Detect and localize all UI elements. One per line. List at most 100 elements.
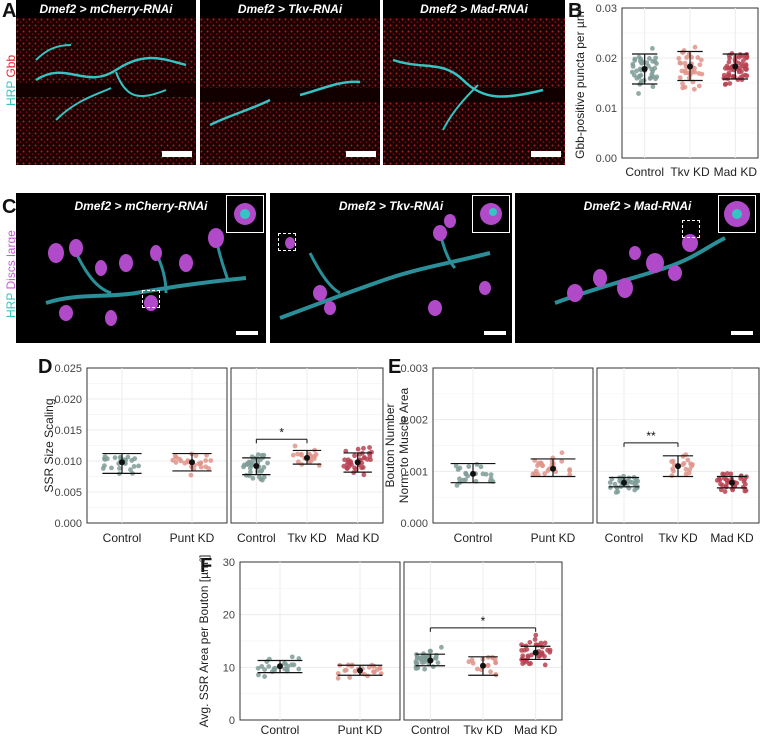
data-point [493, 660, 499, 666]
data-point [368, 457, 373, 463]
y-tick-label: 0.01 [596, 103, 617, 115]
y-tick-label: 0.005 [54, 487, 82, 499]
inset-c3 [718, 195, 756, 233]
data-point [743, 63, 749, 68]
y-tick-label: 0.02 [596, 53, 617, 65]
chart-b: Gbb-positive puncta per µm² 0.00 0.01 0.02 0… [573, 3, 759, 179]
micro-title-c3: Dmef2 > Mad-RNAi [583, 199, 692, 213]
data-point [430, 664, 436, 670]
micro-texture-c1 [45, 228, 247, 326]
data-point [457, 476, 462, 482]
mean-point [550, 465, 556, 472]
micro-image-a1: Dmef2 > mCherry-RNAi [16, 0, 196, 165]
data-point [355, 446, 361, 452]
x-category-label: Punt KD [338, 723, 383, 737]
data-point [744, 55, 749, 61]
data-point [632, 57, 638, 63]
data-point [203, 464, 209, 470]
roi-box-c3 [682, 220, 700, 238]
data-point [282, 666, 288, 672]
data-point [669, 473, 675, 479]
data-point [718, 487, 724, 493]
data-point [335, 675, 341, 681]
data-point [726, 59, 732, 65]
data-point [615, 489, 621, 495]
data-point [243, 472, 249, 478]
data-point [244, 461, 250, 467]
x-category-label: Mad KD [710, 531, 754, 545]
data-point [361, 445, 366, 451]
data-point [172, 453, 178, 459]
data-point [488, 472, 494, 478]
mean-point [189, 459, 195, 466]
data-point [685, 457, 691, 463]
data-point [193, 453, 199, 459]
data-point [198, 464, 204, 470]
mean-point [532, 649, 539, 656]
data-point [493, 672, 499, 677]
data-point [262, 674, 268, 679]
micro-image-c1: Dmef2 > mCherry-RNAi [16, 193, 266, 343]
data-point [697, 62, 703, 68]
x-category-label: Control [411, 723, 450, 737]
data-point [528, 652, 534, 658]
data-point [607, 485, 613, 491]
data-point [198, 460, 203, 466]
x-category-label: Control [454, 531, 493, 545]
significance-label: * [481, 614, 486, 628]
micro-image-c3: Dmef2 > Mad-RNAi [515, 193, 760, 343]
data-point [670, 458, 676, 464]
data-point [567, 467, 573, 472]
data-point [720, 471, 726, 477]
data-point [256, 672, 261, 678]
data-point [454, 482, 460, 488]
data-point [727, 81, 733, 86]
x-category-label: Tkv KD [287, 531, 327, 545]
data-point [342, 668, 348, 673]
data-point [250, 475, 256, 481]
mean-point [253, 462, 260, 469]
panel-letter-f: F [200, 555, 213, 577]
data-point [632, 481, 638, 487]
x-category-label: Mad KD [714, 165, 758, 179]
data-point [684, 55, 689, 60]
x-category-label: Control [261, 723, 300, 737]
data-point [295, 459, 301, 465]
data-point [646, 56, 652, 61]
scale-bar-a3 [531, 151, 561, 157]
data-point [296, 656, 302, 661]
mean-point [480, 662, 486, 669]
data-point [737, 65, 743, 70]
micro-texture-a1 [16, 18, 196, 165]
y-tick-label: 0.00 [596, 153, 617, 165]
micro-title-a1: Dmef2 > mCherry-RNAi [39, 2, 173, 16]
y-tick-label: 0.010 [54, 456, 82, 468]
data-point [112, 455, 118, 461]
data-point [677, 60, 683, 66]
data-point [465, 473, 471, 479]
data-point [547, 649, 553, 655]
data-point [522, 647, 527, 653]
data-point [742, 476, 748, 482]
data-point [638, 72, 644, 78]
x-category-label: Mad KD [336, 531, 380, 545]
y-tick-label: 0.015 [54, 425, 82, 437]
data-point [671, 468, 676, 474]
data-point [359, 465, 364, 471]
chart-e: Bouton NumberNorm. to Muscle Area 0.000 0.… [385, 363, 760, 545]
data-point [637, 66, 643, 72]
data-point [241, 464, 246, 470]
data-point [466, 464, 472, 469]
data-point [296, 666, 302, 672]
x-category-label: Mad KD [514, 723, 558, 737]
micro-image-a3: Dmef2 > Mad-RNAi [383, 0, 565, 165]
data-point [265, 460, 270, 466]
mean-point [277, 663, 283, 670]
scale-bar-c2 [484, 331, 506, 335]
data-point [415, 665, 421, 671]
y-axis-label-b: Gbb-positive puncta per µm² [573, 7, 587, 159]
mean-point [354, 459, 361, 466]
data-point [261, 464, 267, 470]
y-axis-label-e: Bouton NumberNorm. to Muscle Area [385, 387, 411, 503]
data-point [128, 467, 133, 473]
